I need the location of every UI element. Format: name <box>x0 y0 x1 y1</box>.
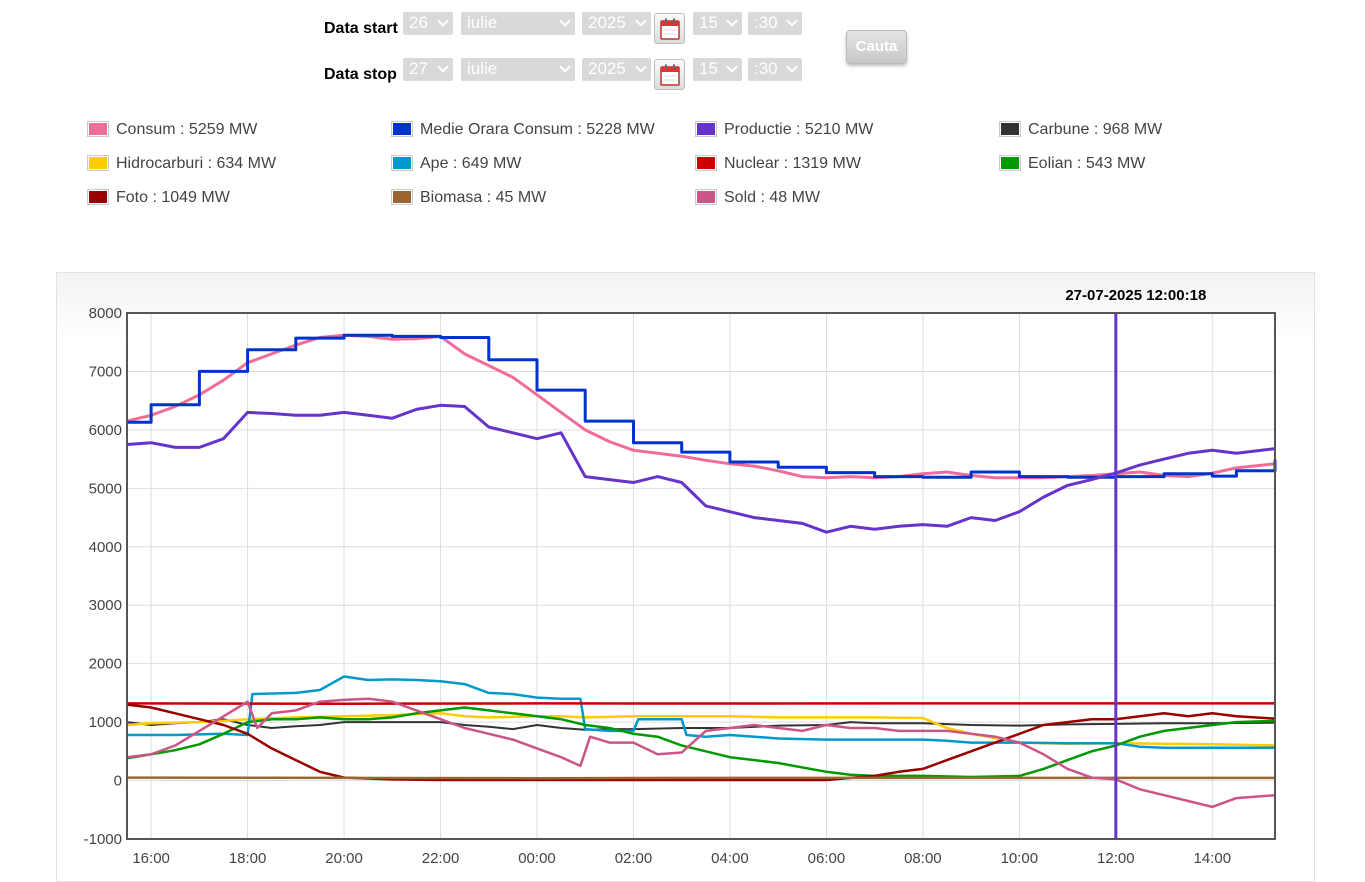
y-tick-label: 1000 <box>89 714 122 731</box>
chevron-down-icon <box>786 61 797 72</box>
start-day-select[interactable]: 26 <box>403 12 453 35</box>
time-cursor-label: 27-07-2025 12:00:18 <box>1065 287 1206 304</box>
legend-label: Ape : 649 MW <box>420 155 521 173</box>
chevron-down-icon <box>726 15 737 26</box>
stop-hour-value: 15 <box>699 59 718 78</box>
stop-hour-select[interactable]: 15 <box>693 58 742 81</box>
legend-swatch <box>392 190 412 204</box>
legend-swatch <box>88 122 108 136</box>
start-year-select[interactable]: 2025 <box>582 12 651 35</box>
legend-label: Nuclear : 1319 MW <box>724 155 861 173</box>
chevron-down-icon <box>437 61 448 72</box>
y-tick-label: 7000 <box>89 363 122 380</box>
y-tick-label: -1000 <box>84 831 122 848</box>
start-month-value: iulie <box>467 13 497 32</box>
start-hour-value: 15 <box>699 13 718 32</box>
chevron-down-icon <box>559 15 570 26</box>
stop-year-select[interactable]: 2025 <box>582 58 651 81</box>
power-chart: -1000 0 1000 2000 3000 4000 5000 6000 7000 8000 16… <box>57 273 1316 873</box>
x-tick-label: 08:00 <box>904 850 942 867</box>
x-tick-label: 16:00 <box>132 850 170 867</box>
x-tick-label: 02:00 <box>615 850 653 867</box>
chevron-down-icon <box>437 15 448 26</box>
chevron-down-icon <box>786 15 797 26</box>
data-stop-label: Data stop <box>324 66 397 84</box>
start-calendar-button[interactable] <box>654 13 685 44</box>
start-month-select[interactable]: iulie <box>461 12 575 35</box>
legend-swatch <box>392 122 412 136</box>
start-minute-select[interactable]: :30 <box>748 12 802 35</box>
x-tick-label: 12:00 <box>1097 850 1135 867</box>
start-day-value: 26 <box>409 13 428 32</box>
start-hour-select[interactable]: 15 <box>693 12 742 35</box>
y-tick-label: 2000 <box>89 656 122 673</box>
stop-minute-select[interactable]: :30 <box>748 58 802 81</box>
x-tick-label: 18:00 <box>229 850 267 867</box>
stop-day-value: 27 <box>409 59 428 78</box>
stop-calendar-button[interactable] <box>654 59 685 90</box>
chevron-down-icon <box>726 61 737 72</box>
x-tick-label: 06:00 <box>808 850 846 867</box>
legend-label: Medie Orara Consum : 5228 MW <box>420 121 655 139</box>
calendar-icon <box>660 64 680 86</box>
legend-swatch <box>88 190 108 204</box>
calendar-icon <box>660 18 680 40</box>
legend-swatch <box>392 156 412 170</box>
chevron-down-icon <box>635 61 646 72</box>
legend-label: Foto : 1049 MW <box>116 189 230 207</box>
y-tick-label: 8000 <box>89 305 122 322</box>
search-button[interactable]: Cauta <box>846 30 907 64</box>
y-tick-label: 0 <box>114 773 122 790</box>
chevron-down-icon <box>559 61 570 72</box>
plot-area <box>127 313 1275 839</box>
y-tick-label: 5000 <box>89 480 122 497</box>
legend-label: Eolian : 543 MW <box>1028 155 1145 173</box>
x-tick-label: 10:00 <box>1001 850 1039 867</box>
stop-year-value: 2025 <box>588 59 626 78</box>
y-tick-label: 4000 <box>89 539 122 556</box>
legend-label: Productie : 5210 MW <box>724 121 873 139</box>
stop-day-select[interactable]: 27 <box>403 58 453 81</box>
x-tick-label: 00:00 <box>518 850 556 867</box>
start-minute-value: :30 <box>754 13 778 32</box>
chevron-down-icon <box>635 15 646 26</box>
legend-swatch <box>88 156 108 170</box>
legend-label: Consum : 5259 MW <box>116 121 257 139</box>
legend-label: Sold : 48 MW <box>724 189 820 207</box>
stop-month-select[interactable]: iulie <box>461 58 575 81</box>
chart-panel: -1000 0 1000 2000 3000 4000 5000 6000 7000 8000 16… <box>56 272 1315 882</box>
x-tick-label: 04:00 <box>711 850 749 867</box>
legend-swatch <box>1000 122 1020 136</box>
x-tick-label: 22:00 <box>422 850 460 867</box>
start-year-value: 2025 <box>588 13 626 32</box>
x-tick-label: 14:00 <box>1194 850 1232 867</box>
legend-swatch <box>696 190 716 204</box>
stop-month-value: iulie <box>467 59 497 78</box>
legend-swatch <box>696 122 716 136</box>
legend-label: Hidrocarburi : 634 MW <box>116 155 276 173</box>
legend-label: Biomasa : 45 MW <box>420 189 546 207</box>
legend-swatch <box>1000 156 1020 170</box>
y-tick-label: 6000 <box>89 422 122 439</box>
x-tick-label: 20:00 <box>325 850 363 867</box>
data-start-label: Data start <box>324 20 398 38</box>
legend-label: Carbune : 968 MW <box>1028 121 1162 139</box>
legend-swatch <box>696 156 716 170</box>
y-tick-label: 3000 <box>89 597 122 614</box>
stop-minute-value: :30 <box>754 59 778 78</box>
